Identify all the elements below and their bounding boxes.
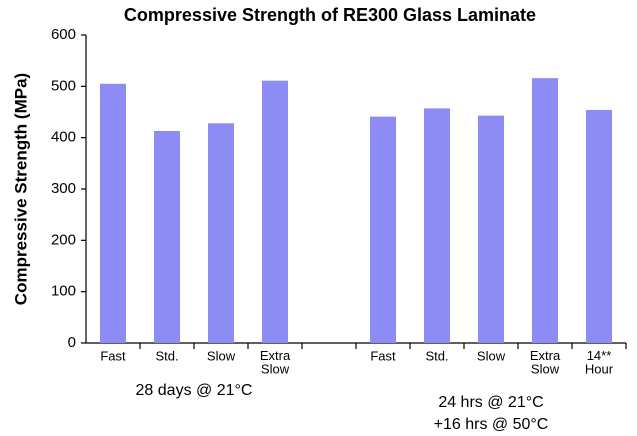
x-tick-label: 14** Hour — [585, 348, 614, 377]
x-tick-label: Fast — [370, 348, 396, 363]
x-tick-label: Extra Slow — [260, 348, 291, 377]
y-tick-label: 600 — [51, 26, 76, 43]
y-tick-label: 500 — [51, 77, 76, 94]
group-label: 24 hrs @ 21°C — [438, 394, 543, 411]
group-label: +16 hrs @ 50°C — [434, 416, 549, 433]
x-tick-label: Fast — [100, 348, 126, 363]
y-axis-label: Compressive Strength (MPa) — [11, 73, 30, 305]
bar — [424, 108, 450, 343]
bar — [262, 80, 288, 343]
y-tick-label: 200 — [51, 231, 76, 248]
bar — [100, 83, 126, 344]
group-label: 28 days @ 21°C — [136, 382, 253, 399]
x-tick-label: Std. — [155, 348, 178, 363]
bar — [586, 109, 612, 344]
x-tick-label: Extra Slow — [530, 348, 561, 377]
bar — [154, 130, 180, 343]
bar — [532, 78, 558, 344]
bar — [478, 115, 504, 344]
bar — [208, 123, 234, 343]
y-tick-label: 0 — [68, 334, 76, 351]
x-tick-label: Slow — [207, 348, 236, 363]
y-tick-label: 100 — [51, 283, 76, 300]
y-tick-label: 400 — [51, 129, 76, 146]
x-tick-label: Std. — [425, 348, 448, 363]
chart-title: Compressive Strength of RE300 Glass Lami… — [124, 5, 536, 25]
x-tick-label: Slow — [477, 348, 506, 363]
y-tick-label: 300 — [51, 180, 76, 197]
bar — [370, 116, 396, 344]
